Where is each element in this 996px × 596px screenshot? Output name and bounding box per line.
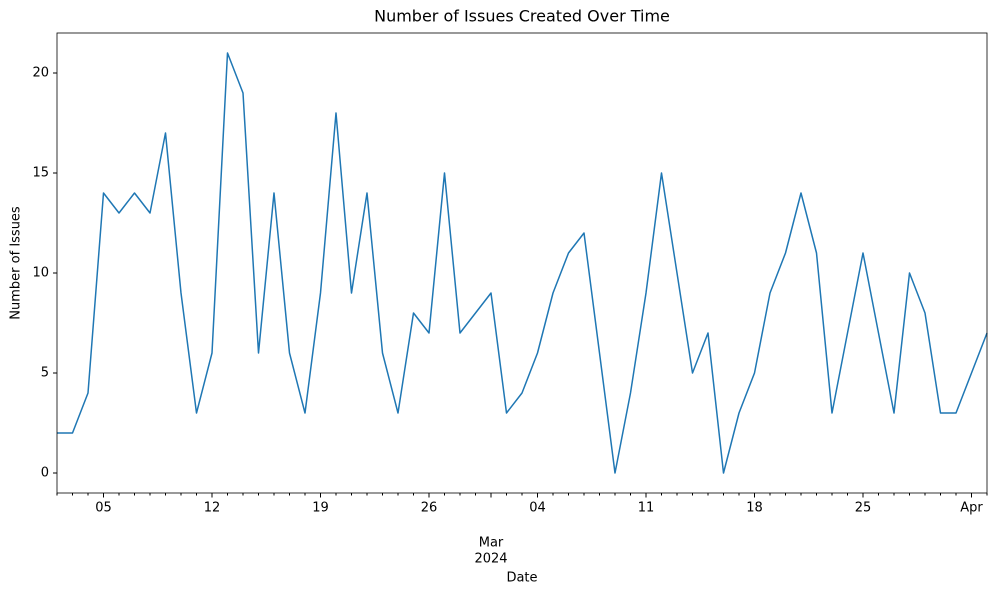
x-tick-label: 05 [95,501,112,516]
y-tick-label: 10 [32,266,49,281]
x-tick-label: 19 [312,501,329,516]
x-tick-label: Apr [960,501,983,516]
y-tick-label: 15 [32,166,49,181]
chart-title: Number of Issues Created Over Time [374,7,670,26]
data-line [57,52,988,474]
y-tick-label: 0 [41,466,49,481]
x-tick-sublabel: 2024 [474,552,507,567]
x-tick-label: Mar [479,536,504,551]
x-tick-label: 25 [855,501,872,516]
x-tick-label: 18 [746,501,763,516]
x-tick-label: 26 [421,501,438,516]
x-axis-label: Date [506,571,537,586]
x-tick-label: 11 [638,501,655,516]
y-tick-label: 5 [41,366,49,381]
y-axis-label: Number of Issues [9,206,24,320]
x-tick-label: 04 [529,501,546,516]
plot-frame [56,32,988,494]
x-tick-label: 12 [204,501,221,516]
y-tick-label: 20 [32,66,49,81]
